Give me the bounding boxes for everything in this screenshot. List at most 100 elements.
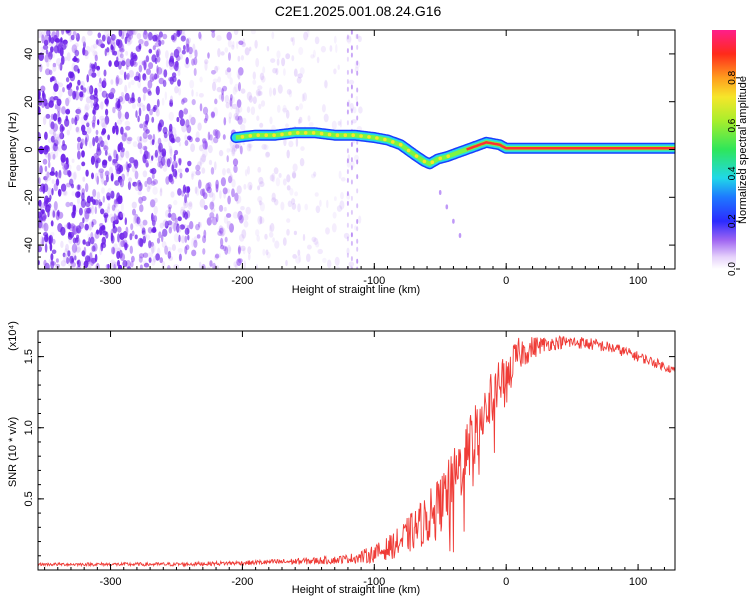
colorbar-tick-label: 0.8	[727, 70, 738, 84]
spectrogram-blob	[120, 202, 124, 212]
spectrogram-blob	[204, 61, 208, 71]
spectrogram-blob	[333, 68, 337, 75]
spectrogram-blob	[346, 200, 349, 206]
spectrogram-blob	[60, 260, 66, 267]
spectrogram-blob	[346, 158, 349, 164]
spectrogram-blob	[61, 126, 65, 131]
spectrogram-blob	[145, 113, 150, 124]
spectrogram-blob	[67, 88, 73, 97]
spectrogram-blob	[57, 82, 64, 88]
spectrogram-blob	[113, 148, 116, 158]
spectrogram-blob	[275, 177, 281, 187]
ridge-speck	[351, 133, 356, 137]
spectrogram-blob	[68, 164, 72, 170]
spectrogram-blob	[147, 151, 151, 160]
spectrogram-blob	[168, 111, 174, 121]
spectrogram-blob	[185, 244, 190, 251]
ridge-speck	[272, 133, 276, 137]
spectrogram-blob	[95, 129, 99, 135]
spectrogram-blob	[349, 265, 353, 269]
spectrogram-blob	[231, 44, 235, 50]
spectrogram-blob	[38, 177, 41, 185]
spectrogram-blob	[125, 58, 131, 68]
spectrogram-blob	[183, 107, 187, 115]
spectrogram-blob	[216, 35, 222, 42]
spectrogram-blob	[106, 34, 109, 41]
spectrogram-blob	[178, 87, 182, 96]
spectrogram-blob	[215, 213, 219, 223]
spectrogram-blob	[346, 79, 349, 84]
spectrogram-blob	[97, 39, 103, 47]
spectrogram-blob	[46, 206, 51, 215]
spectrogram-blob	[73, 171, 77, 180]
spectrogram-blob	[346, 34, 349, 40]
spectrogram-blob	[111, 46, 115, 56]
spectrogram-blob	[191, 237, 195, 248]
spectrogram-blob	[137, 96, 141, 104]
spectrogram-blob	[231, 96, 235, 104]
snr-scale-label: (x10⁴)	[7, 321, 19, 351]
spectrogram-blob	[62, 39, 68, 45]
spectrogram-blob	[195, 91, 199, 97]
ridge-speck	[280, 132, 284, 137]
spectrogram-blob	[151, 167, 157, 175]
spectrogram-blob	[40, 85, 46, 93]
spectrogram-blob	[172, 61, 178, 70]
spectrogram-blob	[240, 88, 246, 94]
spectrogram-blob	[349, 102, 354, 112]
spectrogram-blob	[172, 160, 178, 169]
spectrogram-x-axis-title: Height of straight line (km)	[292, 284, 420, 296]
spectrogram-blob	[196, 161, 202, 171]
spectrogram-blob	[285, 53, 291, 60]
spectrogram-blob	[121, 233, 128, 238]
spectrogram-blob	[82, 41, 86, 49]
spectrogram-blob	[191, 173, 194, 180]
spectrogram-blob	[50, 113, 54, 120]
spectrogram-blob	[139, 148, 143, 155]
spectrogram-blob	[96, 154, 100, 161]
spectrogram-blob	[87, 263, 92, 269]
spectrogram-blob	[356, 219, 359, 224]
spectrogram-blob	[58, 131, 63, 140]
spectrogram-blob	[75, 33, 80, 42]
spectrogram-blob	[256, 235, 261, 242]
y-tick-label: 0	[23, 146, 35, 152]
spectrogram-blob	[45, 113, 51, 119]
spectrogram-blob	[211, 138, 214, 144]
spectrogram-blob	[159, 188, 163, 197]
spectrogram-blob	[73, 64, 79, 72]
ridge-speck	[319, 131, 324, 136]
spectrogram-blob	[93, 190, 97, 200]
ridge-core	[466, 141, 675, 151]
spectrogram-blob	[142, 104, 146, 112]
spectrogram-blob	[58, 169, 62, 179]
spectrogram-blob	[54, 38, 61, 43]
spectrogram-blob	[323, 79, 328, 88]
spectrogram-blob	[115, 165, 119, 171]
spectrogram-blob	[187, 135, 192, 141]
spectrogram-blob	[72, 204, 76, 214]
spectrogram-blob	[227, 195, 231, 205]
spectrogram-blob	[65, 77, 70, 83]
spectrogram-blob	[223, 117, 227, 126]
spectrogram-blob	[340, 192, 344, 200]
spectrogram-blob	[77, 150, 81, 160]
spectrogram-blob	[186, 43, 189, 53]
x-tick-label: -300	[100, 576, 122, 588]
spectrogram-blob	[110, 34, 116, 41]
spectrogram-blob	[91, 119, 96, 125]
spectrogram-blob	[114, 219, 119, 225]
spectrogram-blobs	[38, 30, 363, 269]
spectrogram-blob	[128, 177, 133, 183]
spectrogram-blob	[131, 52, 137, 60]
spectrogram-blob	[286, 218, 291, 223]
spectrogram-blob	[452, 218, 455, 224]
spectrogram-blob	[236, 41, 239, 50]
spectrogram-blob	[236, 69, 240, 78]
spectrogram-blob	[174, 86, 179, 94]
spectrogram-blob	[277, 84, 283, 94]
spectrogram-blob	[52, 113, 58, 122]
spectrogram-blob	[90, 236, 95, 245]
spectrogram-blob	[107, 187, 113, 197]
spectrogram-blob	[203, 205, 208, 210]
